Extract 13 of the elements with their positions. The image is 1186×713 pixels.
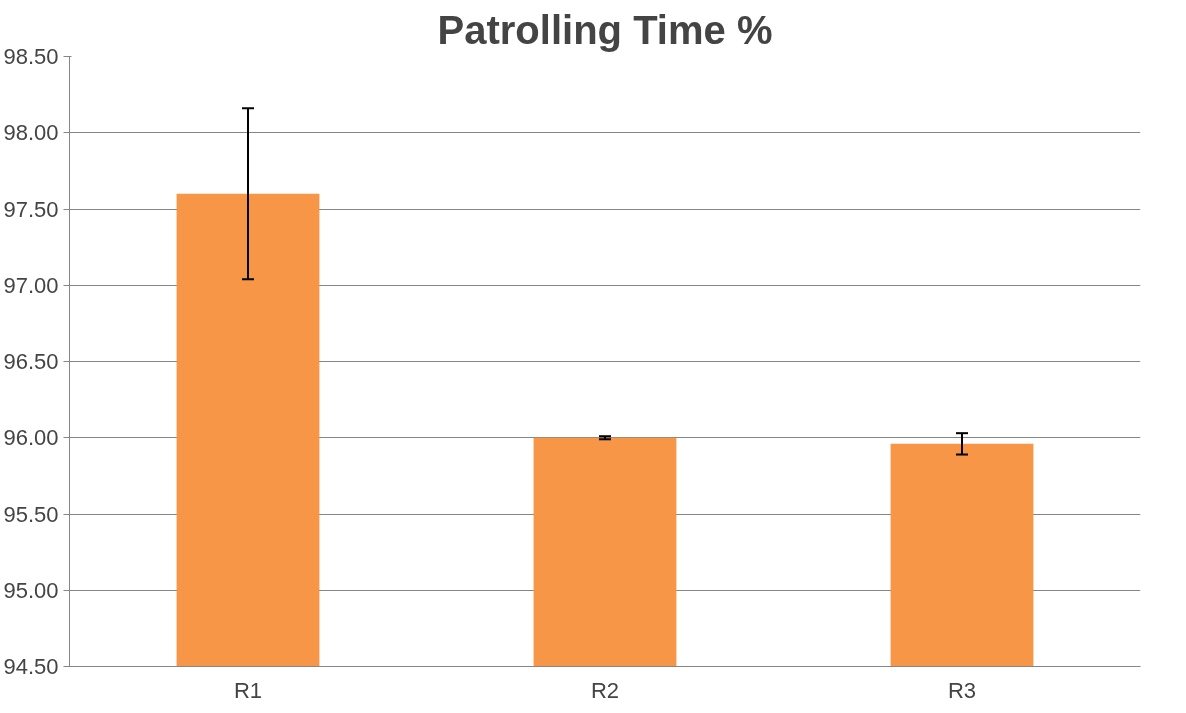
y-tick-label: 95.50 bbox=[3, 501, 59, 527]
y-tick-label: 94.50 bbox=[3, 654, 59, 679]
x-tick-label: R3 bbox=[947, 677, 977, 703]
chart-title: Patrolling Time % bbox=[437, 7, 773, 52]
y-tick-label: 95.00 bbox=[3, 577, 59, 603]
y-tick-label: 98.00 bbox=[3, 120, 59, 146]
x-tick-label: R2 bbox=[590, 677, 620, 703]
y-tick-label: 97.00 bbox=[3, 272, 59, 298]
y-tick-label: 98.50 bbox=[3, 44, 59, 69]
y-tick-label: 96.00 bbox=[3, 425, 59, 451]
x-tick-label: R1 bbox=[233, 677, 263, 703]
y-tick-label: 97.50 bbox=[3, 196, 59, 222]
y-tick-label: 96.50 bbox=[3, 349, 59, 374]
